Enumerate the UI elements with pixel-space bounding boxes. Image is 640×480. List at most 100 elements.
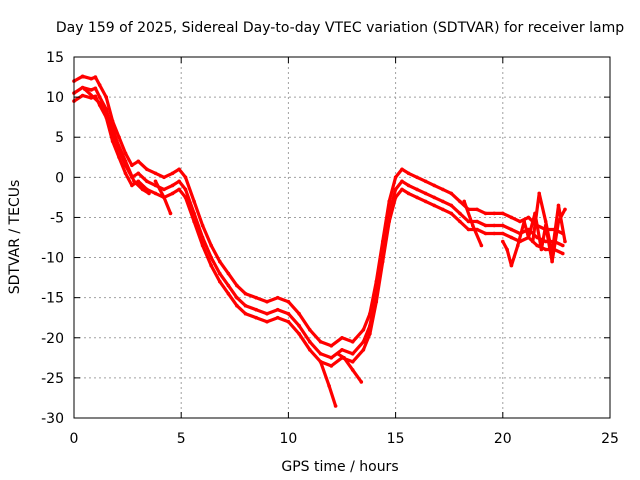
data-point	[82, 87, 87, 91]
data-point	[80, 74, 85, 79]
data-point	[192, 219, 196, 224]
data-point	[115, 139, 119, 143]
data-point	[406, 183, 411, 188]
data-point	[449, 203, 454, 208]
data-point	[509, 235, 514, 240]
data-point	[130, 183, 134, 188]
data-point	[531, 239, 535, 244]
series-line	[319, 360, 338, 408]
plot-frame	[73, 56, 611, 419]
data-point	[153, 171, 158, 176]
data-point	[380, 259, 385, 264]
data-point	[145, 179, 149, 184]
data-point	[329, 356, 334, 360]
data-point	[505, 247, 509, 252]
data-point	[400, 187, 404, 192]
series-line	[531, 191, 567, 256]
data-point	[400, 179, 404, 184]
satellite-track-6	[335, 352, 364, 384]
data-point	[361, 328, 366, 332]
data-point	[526, 215, 531, 220]
data-point	[563, 239, 567, 244]
data-point	[308, 348, 312, 352]
data-point	[286, 319, 291, 324]
data-point	[406, 191, 411, 196]
series-line	[72, 74, 565, 348]
data-point	[458, 219, 462, 224]
data-point	[110, 139, 115, 143]
data-point	[483, 231, 488, 236]
data-point	[168, 211, 173, 216]
data-point	[162, 187, 166, 192]
data-point	[537, 191, 541, 196]
data-point	[123, 171, 128, 176]
data-point	[297, 323, 301, 328]
data-point	[340, 336, 344, 340]
data-point	[97, 83, 102, 87]
data-point	[374, 299, 379, 304]
data-point	[80, 93, 85, 98]
data-point	[218, 271, 222, 276]
data-point	[265, 311, 269, 316]
axis-ticks	[73, 56, 611, 419]
data-point	[286, 311, 291, 316]
data-point	[539, 247, 544, 252]
data-point	[117, 155, 121, 160]
data-point	[475, 207, 479, 212]
data-point	[170, 183, 175, 188]
data-point	[308, 340, 312, 344]
data-point	[226, 271, 231, 276]
data-point	[243, 303, 248, 308]
data-point	[226, 291, 231, 296]
data-point	[471, 223, 475, 228]
data-point	[308, 328, 312, 332]
data-point	[393, 187, 398, 192]
data-point	[423, 191, 428, 196]
data-point	[535, 243, 539, 248]
data-point	[449, 211, 454, 216]
data-point	[275, 295, 280, 300]
data-point	[563, 207, 567, 212]
data-point	[466, 227, 471, 232]
data-point	[318, 340, 323, 344]
satellite-track-3	[72, 93, 565, 368]
data-point	[297, 311, 301, 316]
data-point	[183, 195, 188, 200]
series-line	[336, 352, 363, 384]
data-point	[368, 332, 372, 336]
x-tick-label: 15	[387, 431, 405, 447]
data-point	[492, 223, 497, 228]
data-point	[218, 259, 222, 264]
satellite-track-7	[318, 360, 338, 408]
data-point	[441, 187, 445, 192]
data-point	[136, 159, 141, 164]
data-point	[147, 191, 151, 196]
data-point	[192, 199, 196, 204]
data-point	[415, 195, 419, 200]
satellite-track-1	[72, 74, 565, 348]
data-point	[561, 243, 565, 248]
data-point	[97, 95, 102, 99]
data-point	[136, 171, 141, 176]
data-point	[209, 263, 213, 268]
data-point	[561, 251, 565, 256]
data-point	[483, 211, 488, 216]
data-point	[183, 187, 188, 192]
data-point	[400, 167, 404, 172]
data-point	[441, 199, 445, 204]
data-point	[200, 243, 205, 248]
data-point	[361, 340, 366, 344]
data-point	[441, 207, 445, 212]
data-point	[462, 199, 467, 204]
data-point	[123, 151, 128, 156]
data-point	[177, 167, 181, 172]
data-point	[518, 219, 522, 224]
data-point	[335, 352, 340, 356]
data-point	[318, 352, 323, 356]
data-point	[318, 360, 323, 364]
satellite-track-10	[531, 191, 567, 256]
data-point	[550, 259, 554, 264]
data-point	[509, 263, 514, 268]
series-line	[72, 93, 565, 368]
satellite-track-4	[82, 87, 151, 196]
